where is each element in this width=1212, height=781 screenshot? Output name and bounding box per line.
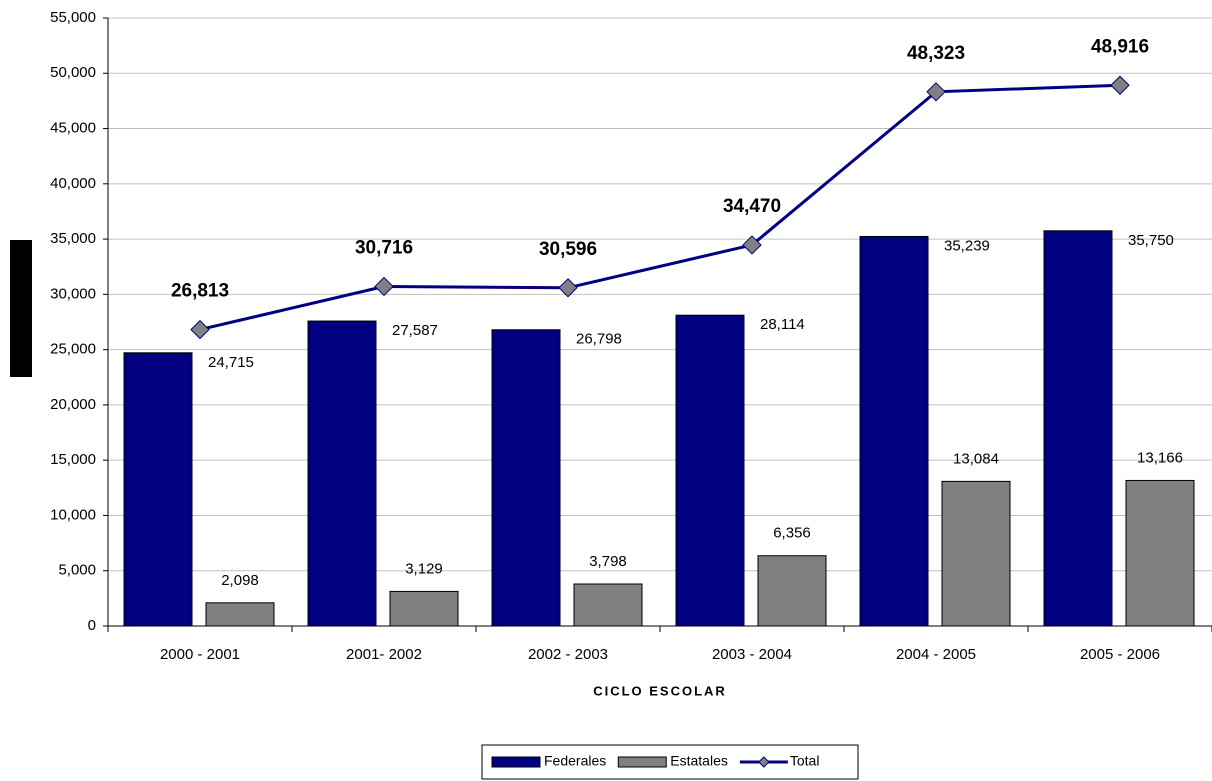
y-tick-label: 35,000 <box>50 230 96 247</box>
marker <box>1110 75 1130 95</box>
marker <box>742 235 762 255</box>
redacted-label <box>10 240 32 377</box>
data-label: 2,098 <box>221 572 259 589</box>
data-label: 30,596 <box>539 239 597 260</box>
marker <box>558 278 578 298</box>
data-label: 35,239 <box>944 237 990 254</box>
y-tick-label: 50,000 <box>50 64 96 81</box>
marker <box>926 82 946 102</box>
data-label: 3,798 <box>589 553 627 570</box>
bar <box>859 235 929 627</box>
data-label: 24,715 <box>208 354 254 371</box>
bar <box>941 480 1011 627</box>
data-label: 48,323 <box>907 43 965 64</box>
y-tick-label: 5,000 <box>58 562 96 579</box>
data-label: 26,813 <box>171 281 229 302</box>
data-label: 3,129 <box>405 560 443 577</box>
x-tick-label: 2000 - 2001 <box>160 646 240 663</box>
x-tick-label: 2004 - 2005 <box>896 646 976 663</box>
legend-label: Federales <box>544 753 606 769</box>
x-tick-label: 2003 - 2004 <box>712 646 792 663</box>
y-tick-label: 55,000 <box>50 9 96 26</box>
data-label: 35,750 <box>1128 232 1174 249</box>
line <box>199 83 1121 332</box>
bar <box>757 555 827 627</box>
legend-swatch <box>617 756 667 768</box>
legend-box <box>481 744 859 780</box>
marker <box>374 276 394 297</box>
data-label: 27,587 <box>392 322 438 339</box>
y-tick-label: 20,000 <box>50 396 96 413</box>
x-axis-title: CICLO ESCOLAR <box>593 683 727 698</box>
y-tick-label: 25,000 <box>50 341 96 358</box>
legend-marker <box>758 756 770 768</box>
x-tick-label: 2005 - 2006 <box>1080 646 1160 663</box>
legend-label: Total <box>790 753 820 769</box>
data-label: 13,166 <box>1137 449 1183 466</box>
y-tick-label: 40,000 <box>50 175 96 192</box>
x-tick-label: 2001- 2002 <box>346 646 422 663</box>
y-tick-label: 10,000 <box>50 506 96 523</box>
data-label: 48,916 <box>1091 36 1149 57</box>
bar <box>307 320 377 627</box>
data-label: 30,716 <box>355 237 413 258</box>
bar <box>675 314 745 627</box>
data-label: 6,356 <box>773 525 811 542</box>
bar <box>389 590 459 627</box>
legend-label: Estatales <box>670 753 728 769</box>
y-tick-label: 0 <box>88 617 96 634</box>
x-tick-label: 2002 - 2003 <box>528 646 608 663</box>
marker <box>190 319 210 340</box>
bar <box>123 352 193 627</box>
data-label: 34,470 <box>723 196 781 217</box>
bar <box>573 583 643 627</box>
legend-swatch <box>491 756 541 768</box>
bar <box>1125 479 1195 627</box>
y-tick-label: 45,000 <box>50 120 96 137</box>
bar <box>491 329 561 627</box>
data-label: 28,114 <box>760 316 805 333</box>
bar <box>205 602 275 627</box>
data-label: 13,084 <box>953 450 999 467</box>
y-tick-label: 30,000 <box>50 285 96 302</box>
bar <box>1043 230 1113 627</box>
y-tick-label: 15,000 <box>50 451 96 468</box>
data-label: 26,798 <box>576 331 622 348</box>
